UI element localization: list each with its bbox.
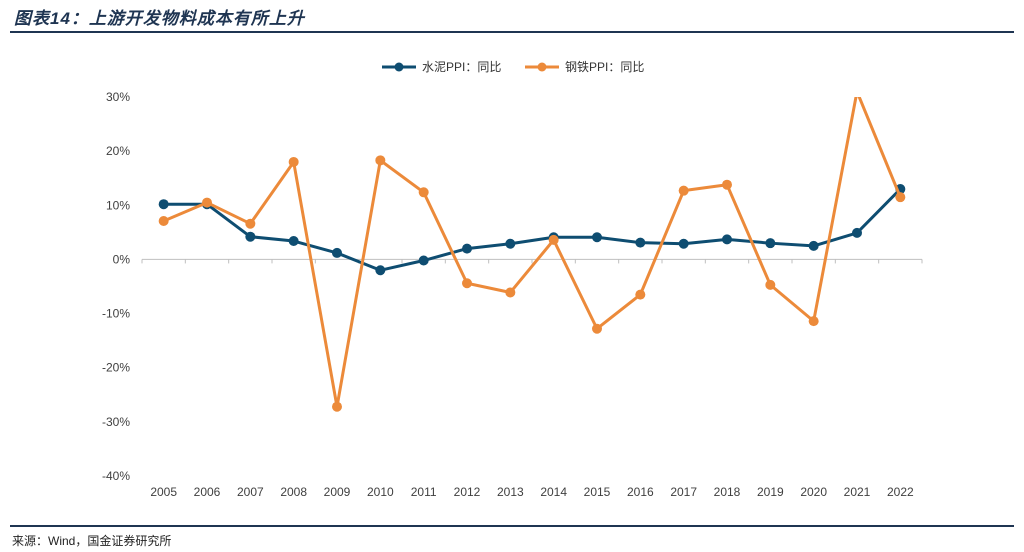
data-point — [765, 238, 776, 249]
data-point — [288, 156, 299, 167]
x-tick-label: 2011 — [411, 485, 437, 499]
x-tick-label: 2010 — [367, 485, 394, 499]
y-tick-label: -10% — [102, 307, 130, 321]
legend: 水泥PPI：同比 钢铁PPI：同比 — [382, 60, 644, 74]
data-point — [505, 238, 516, 249]
data-point — [418, 187, 429, 198]
data-point — [678, 185, 689, 196]
y-tick-label: 0% — [113, 252, 131, 266]
y-axis: 30% 20% 10% 0% -10% -20% -30% -40% — [102, 90, 130, 483]
x-tick-label: 2008 — [280, 485, 307, 499]
x-tick-label: 2019 — [757, 485, 784, 499]
data-point — [288, 236, 299, 247]
data-point — [158, 199, 169, 210]
y-tick-label: 30% — [106, 90, 130, 104]
data-point — [245, 218, 256, 229]
x-tick-label: 2009 — [324, 485, 351, 499]
data-point — [722, 179, 732, 190]
data-point — [592, 232, 602, 243]
legend-item: 水泥PPI：同比 — [382, 60, 501, 74]
series-steel — [158, 97, 906, 412]
series-cement — [158, 184, 906, 276]
x-tick-label: 2005 — [150, 485, 177, 499]
x-tick-label: 2020 — [800, 485, 827, 499]
series-line — [163, 97, 902, 409]
x-tick-label: 2006 — [194, 485, 221, 499]
data-point — [635, 289, 646, 300]
y-tick-label: -40% — [102, 469, 130, 483]
y-tick-label: 10% — [106, 198, 130, 212]
x-tick-label: 2012 — [454, 485, 481, 499]
x-tick-label: 2018 — [714, 485, 741, 499]
data-point — [895, 192, 906, 203]
source-note: 来源：Wind，国金证券研究所 — [12, 534, 172, 548]
x-tick-label: 2021 — [844, 485, 871, 499]
data-point — [765, 279, 776, 290]
x-tick-label: 2007 — [237, 485, 264, 499]
title-rule — [10, 31, 1014, 33]
data-point — [418, 255, 429, 266]
x-tick-label: 2013 — [497, 485, 524, 499]
x-tick-label: 2014 — [540, 485, 567, 499]
data-point — [808, 240, 819, 251]
y-tick-label: -30% — [102, 415, 130, 429]
data-point — [505, 287, 516, 298]
x-axis: 2005 2006 2007 2008 2009 2010 2011 2012 2013 2014… — [141, 258, 923, 499]
figure-title: 图表14：上游开发物料成本有所上升 — [14, 9, 305, 28]
y-tick-label: 20% — [106, 144, 130, 158]
legend-swatch-marker — [537, 62, 547, 72]
data-point — [635, 237, 646, 248]
data-point — [592, 323, 602, 334]
data-point — [332, 401, 342, 412]
x-tick-label: 2015 — [584, 485, 611, 499]
legend-label: 钢铁PPI：同比 — [565, 60, 644, 74]
y-tick-label: -20% — [102, 361, 130, 375]
series-layer — [158, 97, 906, 412]
source-rule — [10, 525, 1014, 527]
data-point — [375, 265, 386, 276]
data-point — [852, 227, 862, 238]
data-point — [375, 155, 386, 166]
series-line — [163, 187, 902, 272]
data-point — [332, 247, 342, 258]
data-point — [678, 238, 689, 249]
data-point — [548, 234, 559, 245]
x-tick-label: 2022 — [887, 485, 914, 499]
legend-item: 钢铁PPI：同比 — [525, 60, 644, 74]
x-tick-label: 2017 — [670, 485, 697, 499]
legend-swatch-marker — [394, 62, 404, 72]
legend-label: 水泥PPI：同比 — [422, 60, 501, 74]
data-point — [245, 231, 256, 242]
data-point — [202, 197, 212, 208]
data-point — [808, 316, 819, 327]
data-point — [158, 215, 169, 226]
data-point — [462, 278, 472, 289]
data-point — [722, 234, 732, 245]
x-tick-label: 2016 — [627, 485, 654, 499]
data-point — [462, 243, 472, 254]
